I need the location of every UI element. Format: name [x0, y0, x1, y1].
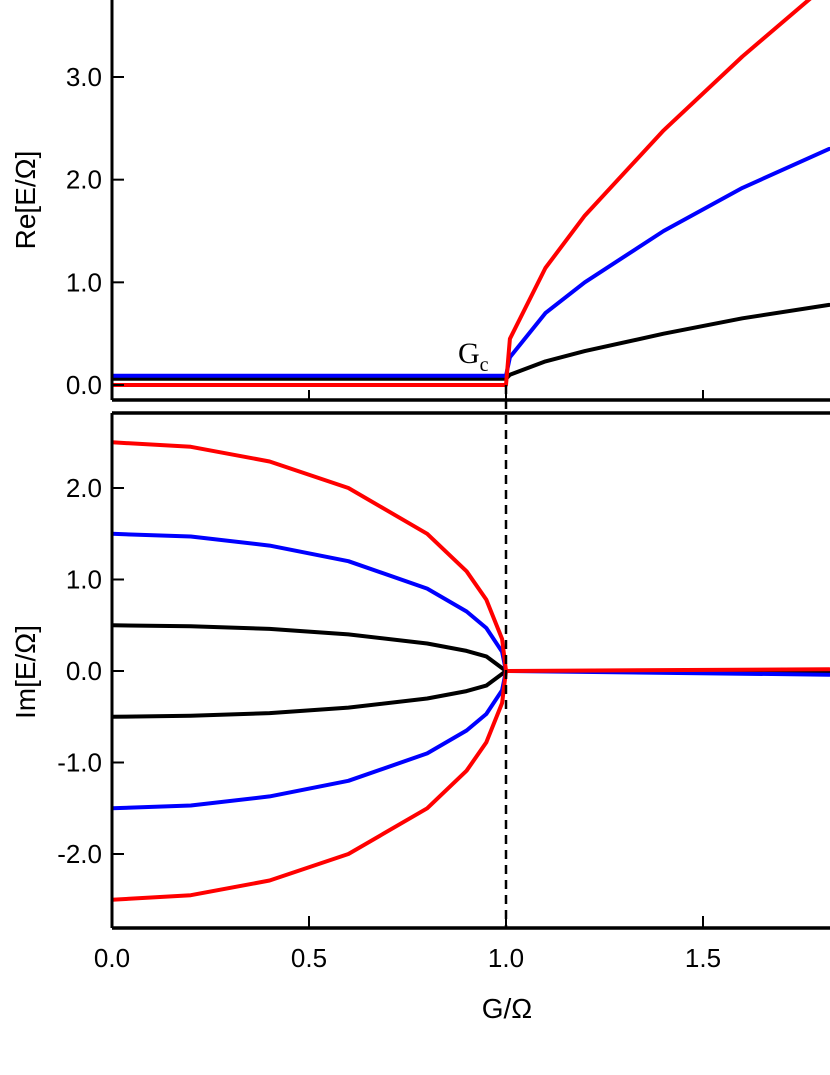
top-ytick-label: 1.0	[66, 267, 102, 297]
top-black-curve-1	[112, 302, 830, 381]
bottom-black-curve-1	[112, 623, 830, 673]
top-red-curve-1	[112, 0, 812, 387]
top-ytick-label: 3.0	[66, 62, 102, 92]
xtick-label: 0.5	[291, 943, 327, 973]
bottom-series-group	[112, 440, 830, 902]
top-axes: 0.0 1.0 2.0 3.0	[66, 0, 830, 402]
top-ytick-label: 2.0	[66, 165, 102, 195]
xtick-label: 1.0	[488, 943, 524, 973]
critical-point-annotation: Gc	[458, 337, 489, 376]
x-axis-title: G/Ω	[482, 993, 533, 1024]
xtick-label: 1.5	[685, 943, 721, 973]
bottom-ytick-label: 0.0	[66, 656, 102, 686]
top-y-axis-title: Re[E/Ω]	[10, 151, 41, 250]
bottom-red-curve-1	[112, 440, 830, 673]
bottom-blue-curve-2	[112, 669, 508, 811]
bottom-black-curve-2	[112, 669, 508, 719]
bottom-panel: -2.0 -1.0 0.0 1.0 2.0 0.0 0.5 1.0 1.5 Im[E/Ω] G/…	[10, 385, 830, 1024]
bottom-y-axis-title: Im[E/Ω]	[10, 625, 41, 719]
top-blue-curve-1	[112, 146, 830, 378]
bottom-ytick-label: 2.0	[66, 473, 102, 503]
bottom-red-curve-2	[112, 669, 508, 902]
top-series-group	[112, 0, 830, 387]
bottom-axes: -2.0 -1.0 0.0 1.0 2.0 0.0 0.5 1.0 1.5	[57, 385, 830, 973]
bottom-ytick-label: -2.0	[57, 839, 102, 869]
top-panel: 0.0 1.0 2.0 3.0 Gc Re[E/Ω]	[10, 0, 830, 402]
bottom-ytick-label: -1.0	[57, 748, 102, 778]
bottom-ytick-label: 1.0	[66, 565, 102, 595]
xtick-label: 0.0	[94, 943, 130, 973]
top-ytick-label: 0.0	[66, 370, 102, 400]
